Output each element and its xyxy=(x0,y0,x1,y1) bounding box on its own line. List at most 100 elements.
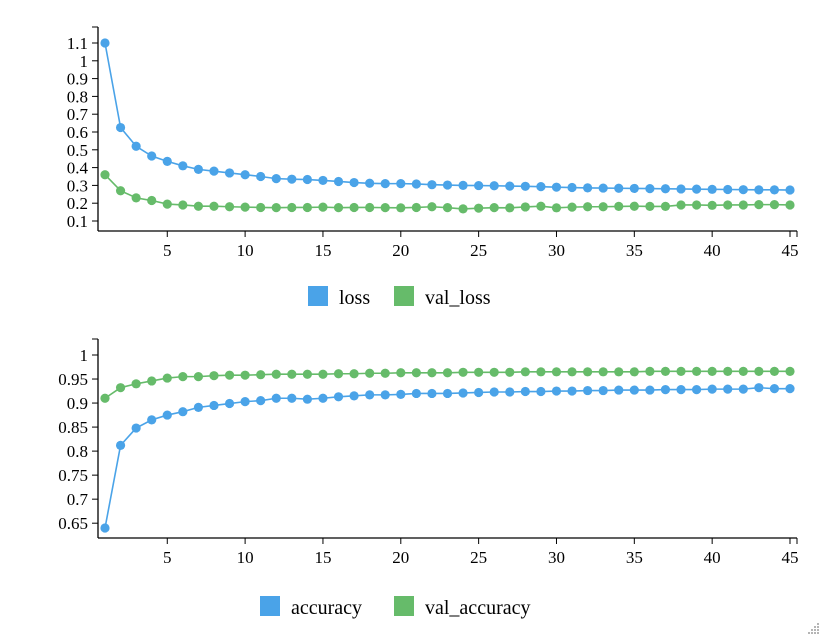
resize-grip-icon[interactable] xyxy=(806,622,820,636)
data-point[interactable] xyxy=(411,388,421,399)
data-point[interactable] xyxy=(100,393,110,403)
data-point[interactable] xyxy=(458,367,468,377)
data-point[interactable] xyxy=(162,373,172,383)
data-point[interactable] xyxy=(645,201,655,212)
legend-item-loss[interactable]: loss xyxy=(308,286,370,309)
data-point[interactable] xyxy=(520,181,530,191)
data-point[interactable] xyxy=(583,183,593,193)
data-point[interactable] xyxy=(271,174,281,184)
data-point[interactable] xyxy=(474,367,484,377)
data-point[interactable] xyxy=(614,385,624,395)
data-point[interactable] xyxy=(427,368,437,378)
data-point[interactable] xyxy=(629,201,639,211)
data-point[interactable] xyxy=(271,369,281,379)
data-point[interactable] xyxy=(240,202,250,212)
data-point[interactable] xyxy=(162,410,172,420)
data-point[interactable] xyxy=(411,179,421,189)
data-point[interactable] xyxy=(520,367,530,377)
data-point[interactable] xyxy=(287,393,297,403)
data-point[interactable] xyxy=(614,201,624,212)
data-point[interactable] xyxy=(131,141,141,151)
data-point[interactable] xyxy=(178,161,188,171)
data-point[interactable] xyxy=(707,184,717,194)
data-point[interactable] xyxy=(256,171,266,182)
data-point[interactable] xyxy=(676,385,686,395)
data-point[interactable] xyxy=(271,203,281,213)
data-point[interactable] xyxy=(162,156,172,166)
data-point[interactable] xyxy=(442,180,453,190)
data-point[interactable] xyxy=(287,202,297,213)
data-point[interactable] xyxy=(536,201,546,211)
data-point[interactable] xyxy=(115,383,126,393)
data-point[interactable] xyxy=(567,386,577,396)
data-point[interactable] xyxy=(256,370,266,380)
data-point[interactable] xyxy=(583,367,593,377)
data-point[interactable] xyxy=(707,200,717,210)
data-point[interactable] xyxy=(318,202,328,212)
data-point[interactable] xyxy=(754,366,764,376)
data-point[interactable] xyxy=(598,202,608,212)
data-point[interactable] xyxy=(583,202,593,212)
data-point[interactable] xyxy=(691,184,702,194)
data-point[interactable] xyxy=(193,402,204,412)
data-point[interactable] xyxy=(396,368,406,378)
data-point[interactable] xyxy=(240,370,250,380)
data-point[interactable] xyxy=(256,202,266,213)
data-point[interactable] xyxy=(240,170,250,180)
data-point[interactable] xyxy=(660,201,671,212)
data-point[interactable] xyxy=(147,195,157,206)
data-point[interactable] xyxy=(691,385,702,395)
data-point[interactable] xyxy=(614,367,624,377)
data-point[interactable] xyxy=(380,203,390,213)
data-point[interactable] xyxy=(209,371,219,381)
data-point[interactable] xyxy=(131,193,141,203)
data-point[interactable] xyxy=(691,366,702,376)
data-point[interactable] xyxy=(396,389,406,400)
data-point[interactable] xyxy=(365,178,375,188)
data-point[interactable] xyxy=(645,366,655,376)
data-point[interactable] xyxy=(224,370,235,380)
data-point[interactable] xyxy=(723,200,733,210)
data-point[interactable] xyxy=(131,423,141,433)
data-point[interactable] xyxy=(769,366,780,376)
data-point[interactable] xyxy=(318,369,328,379)
data-point[interactable] xyxy=(271,393,281,403)
data-point[interactable] xyxy=(785,200,795,210)
data-point[interactable] xyxy=(474,387,484,398)
data-point[interactable] xyxy=(442,203,453,213)
data-point[interactable] xyxy=(209,166,219,176)
data-point[interactable] xyxy=(738,384,748,394)
data-point[interactable] xyxy=(302,174,312,185)
data-point[interactable] xyxy=(193,201,204,211)
data-point[interactable] xyxy=(707,366,717,376)
legend-item-accuracy[interactable]: accuracy xyxy=(260,596,362,619)
data-point[interactable] xyxy=(147,376,157,386)
data-point[interactable] xyxy=(256,396,266,406)
data-point[interactable] xyxy=(396,179,406,189)
data-point[interactable] xyxy=(723,366,733,376)
data-point[interactable] xyxy=(785,185,795,195)
data-point[interactable] xyxy=(209,400,219,411)
data-point[interactable] xyxy=(505,387,515,397)
data-point[interactable] xyxy=(505,203,515,213)
data-point[interactable] xyxy=(458,204,468,214)
data-point[interactable] xyxy=(224,398,235,409)
data-point[interactable] xyxy=(754,200,764,210)
data-point[interactable] xyxy=(489,367,499,377)
data-point[interactable] xyxy=(302,394,312,404)
data-point[interactable] xyxy=(349,202,359,213)
data-point[interactable] xyxy=(567,182,577,193)
data-point[interactable] xyxy=(505,367,515,377)
data-point[interactable] xyxy=(349,369,359,379)
data-point[interactable] xyxy=(536,367,546,377)
data-point[interactable] xyxy=(442,368,453,378)
data-point[interactable] xyxy=(489,387,499,397)
data-point[interactable] xyxy=(333,369,344,379)
data-point[interactable] xyxy=(147,415,157,425)
data-point[interactable] xyxy=(536,386,546,397)
data-point[interactable] xyxy=(427,202,437,212)
data-point[interactable] xyxy=(489,181,499,191)
data-point[interactable] xyxy=(691,200,702,210)
data-point[interactable] xyxy=(333,176,344,187)
data-point[interactable] xyxy=(660,385,671,395)
